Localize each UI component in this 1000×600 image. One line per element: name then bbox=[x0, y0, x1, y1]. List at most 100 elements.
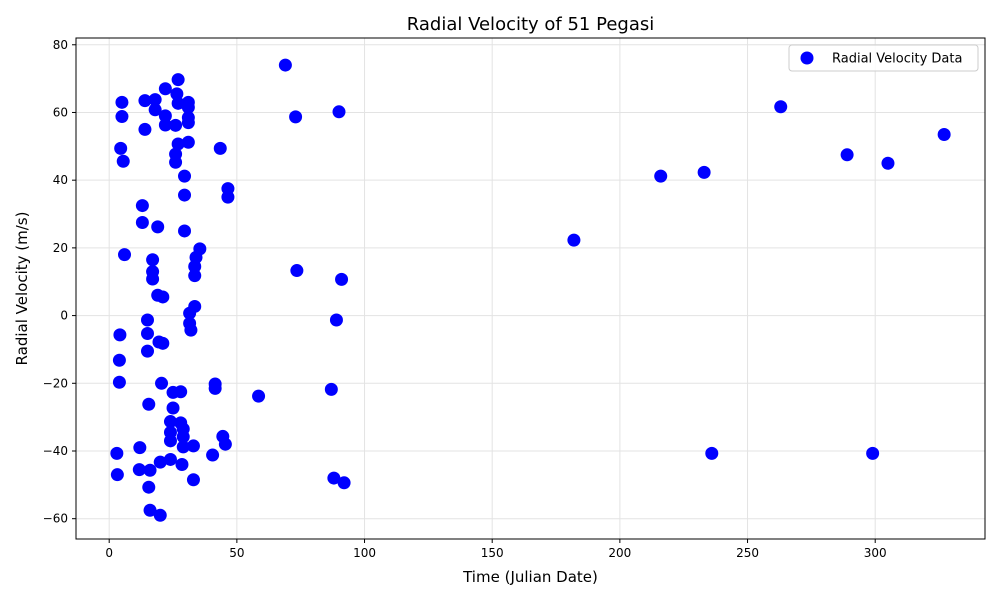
data-point bbox=[178, 224, 192, 238]
data-point bbox=[110, 446, 124, 460]
data-point bbox=[140, 344, 154, 358]
data-point bbox=[174, 385, 188, 399]
data-point bbox=[171, 73, 185, 87]
data-point bbox=[186, 439, 200, 453]
x-tick-label: 150 bbox=[481, 546, 504, 560]
data-point bbox=[208, 381, 222, 395]
data-point bbox=[142, 397, 156, 411]
data-point bbox=[158, 109, 172, 123]
data-point bbox=[163, 452, 177, 466]
data-point bbox=[866, 446, 880, 460]
data-point bbox=[335, 272, 349, 286]
data-point bbox=[110, 468, 124, 482]
data-point bbox=[290, 264, 304, 278]
data-point bbox=[171, 137, 185, 151]
data-point bbox=[148, 93, 162, 107]
data-points bbox=[110, 58, 951, 522]
data-point bbox=[112, 353, 126, 367]
data-point bbox=[188, 299, 202, 313]
data-point bbox=[115, 110, 129, 124]
data-point bbox=[133, 441, 147, 455]
data-point bbox=[881, 156, 895, 170]
data-point bbox=[143, 463, 157, 477]
y-tick-label: 0 bbox=[60, 309, 68, 323]
data-point bbox=[567, 233, 581, 247]
data-point bbox=[148, 103, 162, 117]
chart-title: Radial Velocity of 51 Pegasi bbox=[407, 14, 654, 35]
data-point bbox=[175, 458, 189, 472]
data-point bbox=[705, 446, 719, 460]
data-point bbox=[289, 110, 303, 124]
data-point bbox=[143, 503, 157, 517]
data-point bbox=[178, 188, 192, 202]
data-point bbox=[184, 323, 198, 337]
data-point bbox=[163, 415, 177, 429]
x-axis-label: Time (Julian Date) bbox=[462, 568, 598, 586]
data-point bbox=[142, 480, 156, 494]
data-point bbox=[206, 448, 220, 462]
data-point bbox=[140, 313, 154, 327]
y-tick-label: −60 bbox=[43, 512, 68, 526]
data-point bbox=[116, 154, 130, 168]
data-point bbox=[329, 313, 343, 327]
data-point bbox=[112, 375, 126, 389]
data-point bbox=[158, 82, 172, 96]
x-tick-label: 50 bbox=[229, 546, 244, 560]
data-point bbox=[114, 141, 128, 155]
y-axis-label: Radial Velocity (m/s) bbox=[13, 212, 31, 366]
data-point bbox=[181, 116, 195, 130]
data-point bbox=[153, 508, 167, 522]
data-point bbox=[332, 105, 346, 119]
data-point bbox=[176, 440, 190, 454]
data-point bbox=[697, 165, 711, 179]
data-point bbox=[327, 471, 341, 485]
data-point bbox=[156, 336, 170, 350]
data-point bbox=[138, 122, 152, 136]
y-tick-label: 80 bbox=[53, 38, 68, 52]
legend: Radial Velocity Data bbox=[788, 44, 979, 72]
data-point bbox=[654, 169, 668, 183]
data-point bbox=[146, 253, 160, 267]
x-tick-label: 300 bbox=[864, 546, 887, 560]
data-point bbox=[278, 58, 292, 72]
x-tick-label: 250 bbox=[736, 546, 759, 560]
data-point bbox=[840, 148, 854, 162]
data-point bbox=[155, 376, 169, 390]
data-point bbox=[158, 118, 172, 132]
legend-marker bbox=[800, 51, 814, 65]
data-point bbox=[171, 96, 185, 110]
legend-box bbox=[788, 44, 979, 72]
data-point bbox=[188, 269, 202, 283]
data-point bbox=[146, 272, 160, 286]
data-point bbox=[132, 463, 146, 477]
y-tick-label: 40 bbox=[53, 173, 68, 187]
data-point bbox=[135, 199, 149, 213]
data-point bbox=[163, 434, 177, 448]
data-point bbox=[774, 100, 788, 114]
data-point bbox=[169, 118, 183, 132]
y-tick-label: 20 bbox=[53, 241, 68, 255]
grid bbox=[76, 38, 985, 539]
data-point bbox=[140, 327, 154, 341]
legend-label: Radial Velocity Data bbox=[832, 52, 962, 67]
data-point bbox=[176, 430, 190, 444]
data-point bbox=[181, 135, 195, 149]
data-point bbox=[153, 455, 167, 469]
data-point bbox=[178, 169, 192, 183]
x-tick-label: 100 bbox=[353, 546, 376, 560]
y-tick-label: −20 bbox=[43, 376, 68, 390]
data-point bbox=[337, 476, 351, 490]
x-tick-label: 0 bbox=[105, 546, 113, 560]
data-point bbox=[138, 94, 152, 108]
x-axis-ticks: 0 50 100 150 200 250 300 bbox=[105, 539, 887, 560]
data-point bbox=[181, 100, 195, 114]
data-point bbox=[252, 389, 266, 403]
y-tick-label: 60 bbox=[53, 105, 68, 119]
data-point bbox=[937, 127, 951, 141]
data-point bbox=[135, 215, 149, 229]
y-tick-label: −40 bbox=[43, 444, 68, 458]
data-point bbox=[324, 382, 338, 396]
data-point bbox=[170, 87, 184, 101]
data-point bbox=[213, 141, 227, 155]
